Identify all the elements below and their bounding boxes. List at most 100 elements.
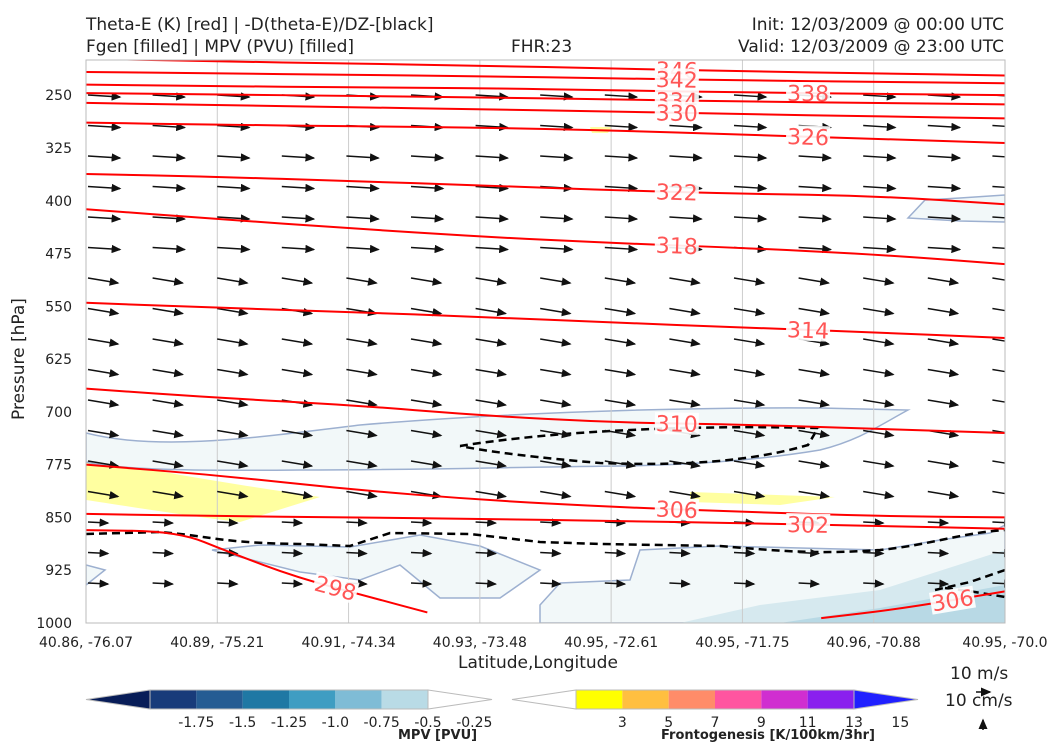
wind-arrow — [798, 183, 832, 193]
wind-arrow — [863, 244, 897, 254]
wind-arrow — [540, 579, 562, 588]
wind-arrow — [540, 518, 562, 527]
wind-arrow — [152, 338, 184, 347]
wind-arrow — [992, 155, 1005, 158]
wind-arrow — [927, 460, 960, 469]
wind-arrow — [410, 548, 433, 558]
wind-arrow — [604, 368, 637, 378]
wind-arrow — [992, 277, 1005, 281]
wind-arrow — [927, 122, 962, 132]
wind-arrow — [87, 460, 120, 469]
wind-arrow — [217, 518, 239, 527]
wind-arrow — [927, 307, 960, 317]
wind-arrow — [733, 460, 766, 469]
theta-e-contour — [86, 208, 1005, 266]
wind-arrow — [863, 307, 895, 317]
wind-arrow — [346, 153, 380, 162]
wind-arrow — [863, 338, 895, 347]
wind-arrow — [87, 579, 110, 588]
ddz-contours — [86, 425, 1005, 599]
wind-arrow — [475, 460, 507, 469]
wind-arrow — [475, 490, 507, 500]
x-tick-label: 40.95, -72.61 — [564, 635, 658, 651]
wind-arrow — [733, 214, 768, 223]
contour-label-background — [785, 513, 831, 536]
contour-label-background — [654, 497, 700, 522]
wind-arrow — [669, 214, 703, 223]
wind-arrow — [992, 185, 1005, 188]
wind-arrow — [669, 153, 703, 162]
wind-arrow — [281, 429, 314, 439]
wind-arrow — [992, 124, 1005, 127]
y-tick-label: 775 — [45, 458, 72, 474]
wind-arrow — [540, 153, 574, 162]
wind-arrow — [863, 579, 885, 588]
wind-arrow — [863, 399, 895, 408]
wind-arrow — [152, 183, 186, 193]
wind-arrow — [217, 244, 251, 254]
wind-arrow — [540, 338, 572, 347]
wind-arrow — [927, 153, 962, 162]
y-axis-ticks: 250 325 400 475 550 625 700 775 850 925 1000 — [36, 88, 72, 632]
chart-title-line2: Fgen [filled] | MPV (PVU) [filled] — [86, 37, 355, 57]
wind-arrow — [281, 183, 316, 193]
wind-arrow — [992, 246, 1005, 249]
wind-arrow — [281, 548, 304, 558]
wind-arrow — [798, 460, 830, 469]
wind-arrow — [87, 92, 122, 101]
theta-e-contour-label: 318 — [655, 234, 698, 261]
theta-e-contour-label: 322 — [655, 180, 698, 206]
wind-arrow — [152, 579, 174, 588]
wind-arrow — [217, 122, 251, 132]
ddz-contour-negative — [86, 528, 1005, 554]
wind-arrow — [410, 153, 445, 162]
wind-arrow — [798, 429, 830, 439]
wind-arrow — [217, 214, 251, 223]
init-time: Init: 12/03/2009 @ 00:00 UTC — [751, 15, 1004, 35]
mpv-fill-region — [780, 585, 1005, 623]
wind-arrow — [152, 153, 186, 162]
wind-arrow — [604, 518, 627, 527]
x-tick-label: 40.91, -74.34 — [302, 635, 396, 651]
wind-arrow — [863, 490, 895, 500]
wind-arrow — [346, 277, 378, 286]
wind-arrow — [992, 216, 1005, 219]
wind-arrow — [540, 490, 572, 500]
wind-arrow — [733, 277, 766, 286]
wind-arrow — [992, 518, 1005, 527]
theta-e-contour — [104, 60, 1005, 77]
wind-arrow — [217, 338, 249, 347]
wind-arrow — [733, 307, 766, 317]
wind-arrow — [346, 244, 380, 254]
wind-arrow — [87, 214, 122, 223]
wind-key-w-label: 10 cm/s — [945, 691, 1013, 711]
wind-arrow — [798, 277, 830, 286]
ddz-contour-negative — [944, 586, 1005, 599]
wind-arrow — [604, 548, 627, 558]
wind-arrow — [540, 548, 562, 558]
wind-arrow — [87, 368, 120, 378]
wind-arrow — [410, 307, 443, 317]
wind-arrow — [927, 548, 950, 558]
wind-arrow — [87, 490, 120, 500]
wind-arrow — [281, 518, 304, 527]
y-tick-label: 925 — [45, 563, 72, 579]
wind-arrow — [475, 153, 509, 162]
wind-arrow — [927, 338, 960, 347]
wind-arrow — [410, 429, 443, 439]
valid-time: Valid: 12/03/2009 @ 23:00 UTC — [738, 37, 1004, 57]
wind-arrow — [346, 214, 380, 223]
wind-arrow — [669, 368, 701, 378]
wind-arrow — [152, 92, 186, 101]
wind-arrow — [863, 277, 895, 286]
wind-arrow — [733, 122, 768, 132]
wind-arrow — [281, 244, 316, 254]
wind-arrow — [217, 153, 251, 162]
wind-arrow — [992, 307, 1005, 312]
wind-arrow — [604, 307, 637, 317]
wind-arrow — [475, 214, 509, 223]
x-tick-label: 40.95, -70.0 — [962, 635, 1047, 651]
wind-arrow — [152, 368, 184, 378]
theta-e-contour-label: 302 — [787, 513, 830, 539]
wind-arrow — [475, 399, 507, 408]
